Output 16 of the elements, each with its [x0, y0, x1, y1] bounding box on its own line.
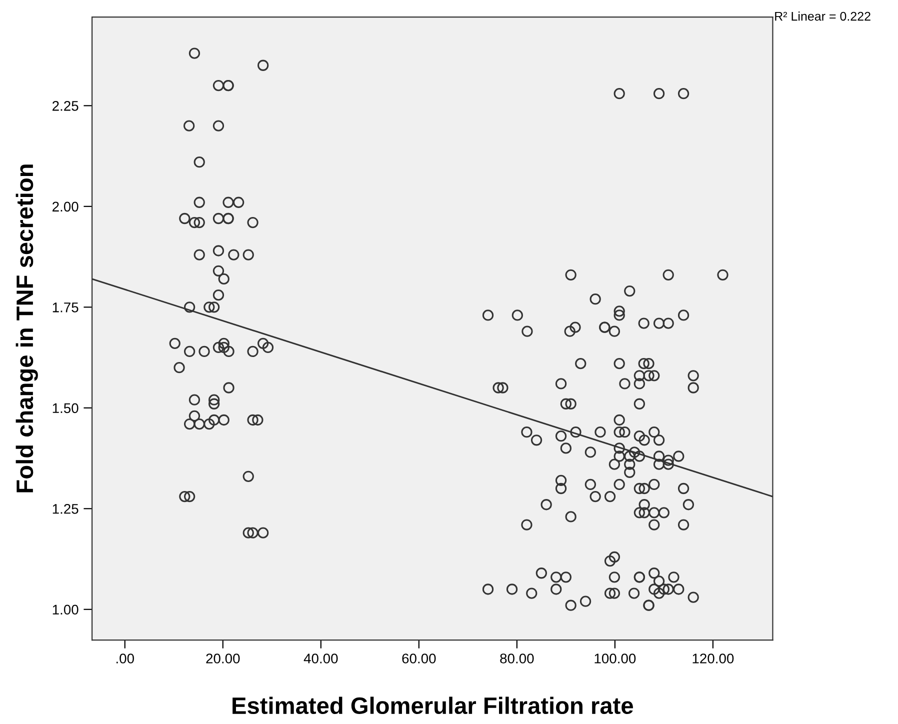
x-tick-label: 60.00: [402, 654, 436, 664]
y-tick-label: 1.50: [52, 403, 78, 414]
x-tick-label: 80.00: [500, 654, 534, 664]
y-axis-title: Fold change in TNF secretion: [16, 164, 38, 492]
y-tick-label: 2.25: [52, 101, 78, 111]
x-axis-title: Estimated Glomerular Filtration rate: [232, 696, 633, 714]
y-tick-label: 2.00: [52, 202, 78, 212]
y-tick-label: 1.25: [52, 504, 78, 514]
x-tick-label: 100.00: [594, 654, 636, 664]
y-tick-label: 1.00: [52, 604, 78, 615]
x-tick-label: 120.00: [692, 654, 734, 664]
text: R² Linear = 0.222: [775, 12, 870, 21]
y-tick-label: 1.75: [52, 302, 78, 312]
x-tick-label: .00: [116, 654, 134, 664]
x-tick-label: 20.00: [206, 654, 240, 664]
x-tick-label: 40.00: [304, 654, 338, 664]
